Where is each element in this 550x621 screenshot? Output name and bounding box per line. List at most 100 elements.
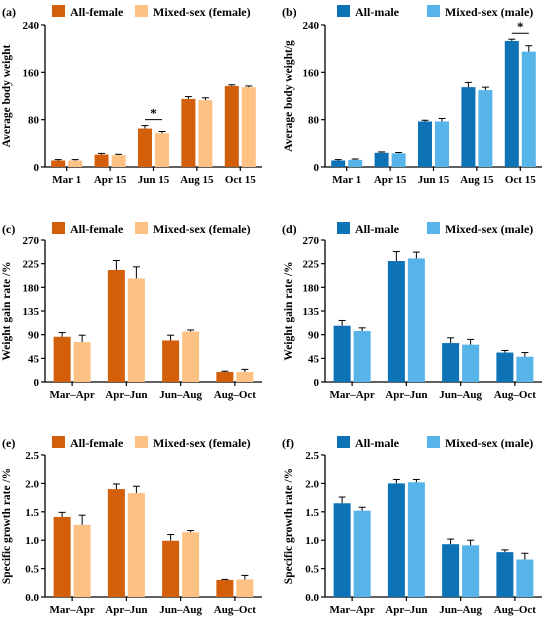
legend-swatch: [52, 222, 65, 234]
y-tick-label: 0.0: [25, 592, 39, 604]
chart-panel-b: (b) All-male Mixed-sex (male) 0 80 160 240 Aver…: [282, 5, 542, 186]
legend-label: Mixed-sex (male): [445, 5, 533, 19]
legend-label: Mixed-sex (female): [153, 436, 251, 450]
legend-swatch: [337, 5, 350, 17]
bar: [521, 51, 536, 167]
x-tick-label: Aug 15: [180, 174, 214, 186]
y-tick-label: 225: [303, 259, 320, 271]
bar: [461, 87, 476, 167]
y-axis-title: Specific growth rate /%: [1, 468, 13, 584]
chart-panel-a: (a) All-female Mixed-sex (female) 0 80 160 240…: [1, 5, 262, 186]
bar: [387, 483, 405, 597]
y-tick-label: 45: [28, 353, 40, 365]
y-tick-label: 0: [34, 162, 40, 174]
bar: [162, 540, 180, 597]
legend-swatch: [135, 222, 148, 234]
x-tick-label: Aug 15: [460, 174, 494, 186]
bar: [516, 559, 534, 597]
bar: [374, 152, 389, 167]
x-tick-label: Mar–Apr: [330, 604, 375, 616]
y-tick-label: 45: [308, 353, 320, 365]
x-tick-label: Mar 1: [52, 174, 81, 186]
y-axis-title: Specific growth rate /%: [283, 468, 295, 584]
bar: [353, 330, 371, 382]
x-tick-label: Mar–Apr: [330, 389, 375, 401]
x-tick-label: Oct 15: [225, 174, 256, 186]
bar: [442, 544, 460, 597]
y-tick-label: 1.5: [25, 507, 39, 519]
bar: [182, 532, 200, 597]
significance-star: *: [517, 19, 524, 34]
bar: [333, 503, 351, 597]
y-tick-label: 80: [28, 115, 40, 127]
legend-swatch: [52, 436, 65, 448]
x-tick-label: Apr–Jun: [385, 389, 427, 401]
y-tick-label: 270: [23, 235, 40, 247]
legend-label: Mixed-sex (male): [445, 436, 533, 450]
y-tick-label: 1.0: [25, 535, 39, 547]
x-tick-label: Mar–Apr: [50, 389, 95, 401]
x-tick-label: Oct 15: [505, 174, 536, 186]
bar: [391, 153, 406, 167]
y-tick-label: 0.5: [305, 564, 319, 576]
y-tick-label: 180: [23, 282, 40, 294]
panel-label: (d): [282, 222, 297, 236]
x-tick-label: Jun–Aug: [439, 389, 482, 401]
legend-label: All-female: [70, 436, 124, 450]
bar: [181, 98, 196, 167]
y-tick-label: 135: [303, 306, 320, 318]
bar: [51, 160, 66, 167]
legend-swatch: [52, 5, 65, 17]
bar: [162, 340, 180, 382]
x-tick-label: Jun 15: [138, 174, 170, 186]
y-tick-label: 270: [303, 235, 320, 247]
bar: [435, 121, 449, 167]
x-tick-label: Apr–Jun: [105, 389, 147, 401]
legend-swatch: [427, 5, 440, 17]
y-tick-label: 2.0: [305, 478, 319, 490]
y-axis-title: Weight gain rate /%: [283, 261, 295, 360]
chart-panel-e: (e) All-female Mixed-sex (female) 0.0 0.5 1.0…: [1, 436, 262, 616]
bar: [216, 579, 234, 597]
bar: [73, 342, 91, 382]
significance-star: *: [150, 106, 157, 121]
bar: [127, 278, 145, 382]
bar: [478, 90, 493, 167]
x-tick-label: Apr 15: [374, 174, 407, 186]
x-tick-label: Mar 1: [332, 174, 361, 186]
bar: [127, 493, 145, 597]
x-tick-label: Mar–Apr: [50, 604, 95, 616]
bar: [353, 510, 371, 597]
bar: [198, 100, 213, 167]
x-tick-label: Apr 15: [94, 174, 127, 186]
x-tick-label: Aug–Oct: [214, 604, 257, 616]
y-tick-label: 180: [303, 282, 320, 294]
legend-label: Mixed-sex (male): [445, 222, 533, 236]
legend-label: All-male: [355, 436, 400, 450]
legend-label: Mixed-sex (female): [153, 222, 251, 236]
bar: [111, 155, 126, 167]
y-tick-label: 0: [314, 162, 320, 174]
bar: [462, 545, 480, 597]
y-tick-label: 160: [23, 67, 40, 79]
chart-panel-c: (c) All-female Mixed-sex (female) 0 45 90 135 1…: [1, 222, 262, 401]
panel-label: (a): [2, 5, 16, 19]
legend-label: All-male: [355, 5, 400, 19]
panel-label: (f): [282, 436, 294, 450]
legend-swatch: [135, 436, 148, 448]
y-tick-label: 160: [303, 67, 320, 79]
bar: [418, 121, 432, 167]
bar: [496, 352, 514, 382]
x-tick-label: Aug–Oct: [494, 389, 537, 401]
bar: [241, 87, 256, 167]
y-tick-label: 1.0: [305, 535, 319, 547]
y-tick-label: 240: [23, 20, 40, 32]
x-tick-label: Jun 15: [418, 174, 450, 186]
y-axis-title: Average body weight/g: [283, 40, 295, 152]
chart-panel-f: (f) All-male Mixed-sex (male) 0.0 0.5 1.0 1.5 2…: [282, 436, 542, 616]
bar: [236, 579, 254, 597]
panel-label: (c): [2, 222, 15, 236]
bar: [496, 552, 514, 597]
legend-swatch: [135, 5, 148, 17]
